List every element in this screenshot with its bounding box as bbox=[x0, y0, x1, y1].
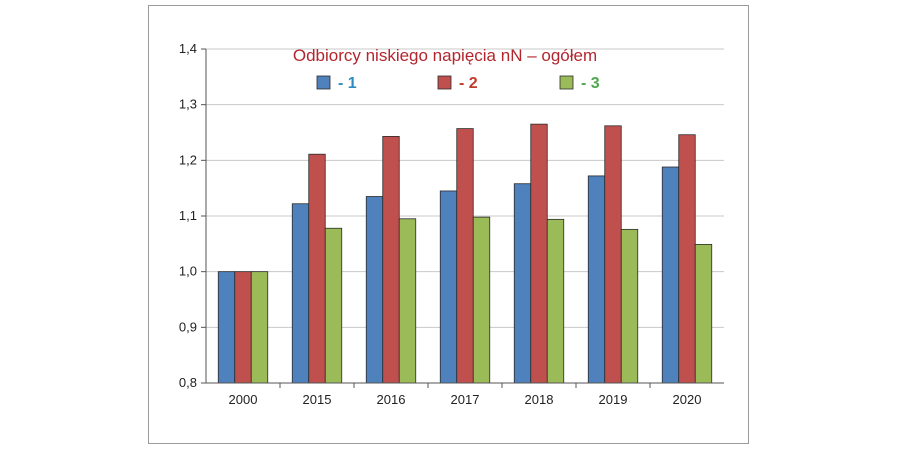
bar-2016-series-2 bbox=[382, 135, 400, 384]
x-tick-label: 2000 bbox=[229, 392, 258, 407]
x-tick-label: 2018 bbox=[525, 392, 554, 407]
bar-2020-series-3 bbox=[694, 243, 713, 384]
bar-2020-series-1 bbox=[661, 166, 680, 384]
chart-title: Odbiorcy niskiego napięcia nN – ogółem bbox=[293, 46, 597, 65]
bar-2015-series-1 bbox=[291, 203, 310, 384]
bar-2018-series-2 bbox=[530, 123, 548, 384]
bar-2020-series-2 bbox=[678, 134, 696, 384]
x-tick-label: 2016 bbox=[377, 392, 406, 407]
chart: 0,8 0,9 1,0 1,1 1,2 1,3 1,4 2000 2015 2016 2017 201… bbox=[179, 41, 724, 407]
bar-2015-series-3 bbox=[324, 227, 343, 384]
bar-2017-series-2 bbox=[456, 128, 474, 384]
bar-2015-series-2 bbox=[308, 153, 326, 384]
bar-2000-series-3 bbox=[250, 271, 269, 384]
y-tick-label: 1,3 bbox=[179, 97, 197, 112]
bar-2019-series-3 bbox=[620, 228, 639, 384]
bar-2018-series-3 bbox=[546, 218, 565, 384]
x-tick-label: 2015 bbox=[303, 392, 332, 407]
y-tick-label: 0,9 bbox=[179, 319, 197, 334]
legend-label-1: - 1 bbox=[338, 75, 357, 92]
legend-swatch-3 bbox=[559, 75, 574, 90]
bar-2019-series-2 bbox=[604, 125, 622, 384]
legend-label-2: - 2 bbox=[459, 75, 478, 92]
bar-2016-series-1 bbox=[365, 196, 384, 384]
bars bbox=[217, 123, 713, 384]
bar-2017-series-1 bbox=[439, 190, 458, 384]
bar-2000-series-2 bbox=[234, 271, 252, 384]
bar-2017-series-3 bbox=[472, 216, 491, 384]
chart-frame: 0,8 0,9 1,0 1,1 1,2 1,3 1,4 2000 2015 2016 2017 201… bbox=[148, 5, 749, 444]
bar-2000-series-1 bbox=[217, 271, 236, 384]
y-tick-label: 1,1 bbox=[179, 208, 197, 223]
y-tick-label: 1,0 bbox=[179, 264, 197, 279]
legend: - 1 - 2 - 3 bbox=[316, 75, 600, 92]
legend-label-3: - 3 bbox=[581, 75, 600, 92]
bar-2016-series-3 bbox=[398, 218, 417, 384]
y-tick-label: 1,2 bbox=[179, 152, 197, 167]
legend-swatch-2 bbox=[437, 75, 452, 90]
bar-2019-series-1 bbox=[587, 175, 606, 384]
x-tick-label: 2020 bbox=[673, 392, 702, 407]
y-tick-label: 0,8 bbox=[179, 375, 197, 390]
y-tick-label: 1,4 bbox=[179, 41, 197, 56]
bar-2018-series-1 bbox=[513, 183, 532, 384]
x-tick-label: 2019 bbox=[599, 392, 628, 407]
legend-swatch-1 bbox=[316, 75, 331, 90]
axes: 0,8 0,9 1,0 1,1 1,2 1,3 1,4 2000 2015 2016 2017 201… bbox=[179, 41, 724, 407]
x-tick-label: 2017 bbox=[451, 392, 480, 407]
